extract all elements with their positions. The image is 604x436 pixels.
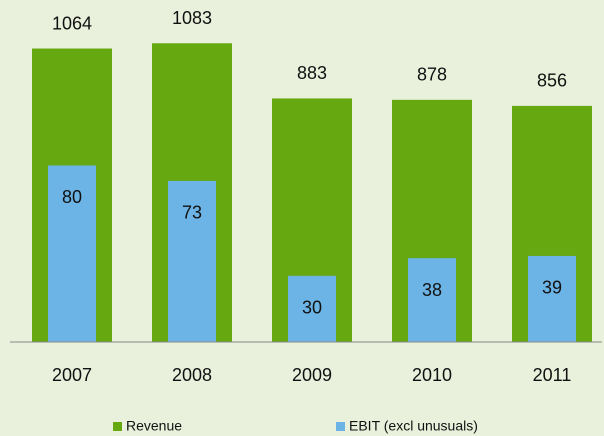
data-label: 1083 bbox=[172, 8, 212, 28]
x-tick-label: 2010 bbox=[412, 365, 452, 385]
data-label: 80 bbox=[62, 187, 82, 207]
x-tick-label: 2007 bbox=[52, 365, 92, 385]
legend-swatch bbox=[113, 422, 122, 431]
data-label: 38 bbox=[422, 280, 442, 300]
bar bbox=[168, 180, 216, 342]
bar bbox=[408, 258, 456, 342]
data-label: 39 bbox=[542, 278, 562, 298]
data-label: 883 bbox=[297, 63, 327, 83]
data-label: 856 bbox=[537, 71, 567, 91]
data-label: 1064 bbox=[52, 13, 92, 33]
legend-label: Revenue bbox=[126, 418, 182, 434]
data-label: 878 bbox=[417, 65, 447, 85]
bar bbox=[528, 255, 576, 342]
bar bbox=[288, 275, 336, 342]
legend-label: EBIT (excl unusuals) bbox=[349, 418, 478, 434]
x-tick-label: 2011 bbox=[533, 365, 572, 385]
x-tick-label: 2009 bbox=[292, 365, 332, 385]
data-label: 73 bbox=[182, 203, 202, 223]
legend-swatch bbox=[336, 422, 345, 431]
x-tick-label: 2008 bbox=[172, 365, 212, 385]
bar bbox=[48, 165, 96, 342]
data-label: 30 bbox=[302, 298, 322, 318]
